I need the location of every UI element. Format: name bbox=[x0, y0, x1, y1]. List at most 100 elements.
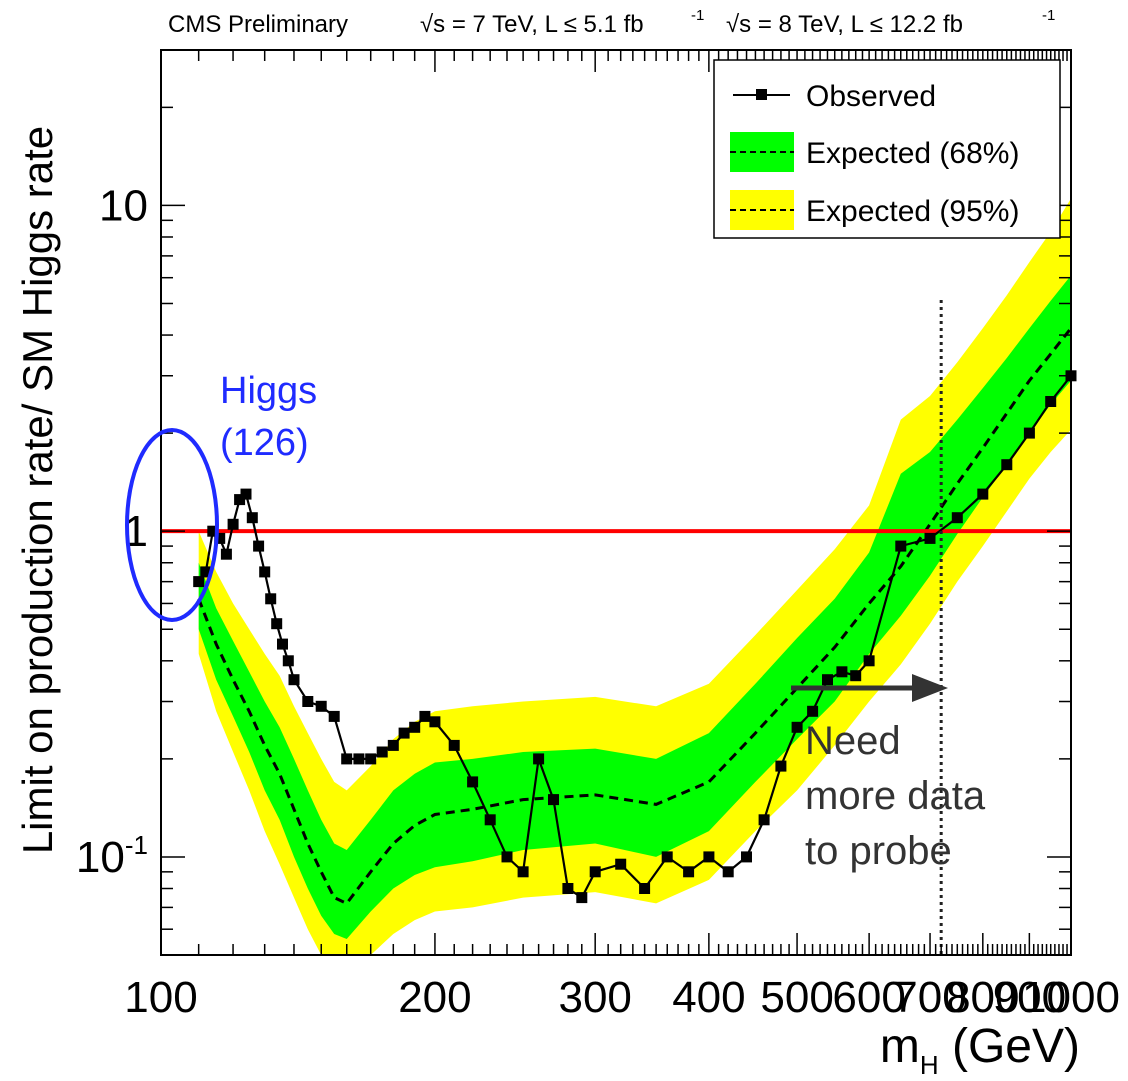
observed-point bbox=[836, 666, 848, 678]
observed-point bbox=[253, 540, 265, 552]
observed-point bbox=[288, 674, 300, 686]
observed-point bbox=[863, 655, 875, 667]
observed-point bbox=[639, 883, 651, 894]
y-tick-label: 10-1 bbox=[76, 830, 148, 882]
header-experiment: CMS Preliminary bbox=[168, 11, 348, 38]
observed-point bbox=[240, 488, 252, 500]
legend-observed-label: Observed bbox=[806, 80, 936, 113]
observed-point bbox=[741, 851, 752, 863]
observed-point bbox=[589, 866, 601, 878]
observed-series bbox=[193, 370, 1077, 904]
observed-point bbox=[271, 618, 283, 630]
observed-point bbox=[615, 858, 627, 870]
x-axis-label-symbol: m bbox=[880, 1020, 920, 1073]
x-tick-label: 800 bbox=[946, 973, 1019, 1022]
axis-ticks bbox=[160, 49, 1072, 956]
header-energy-2-superscript: -1 bbox=[1042, 7, 1055, 24]
observed-point bbox=[977, 488, 989, 500]
observed-point bbox=[661, 851, 673, 863]
x-tick-label: 700 bbox=[893, 973, 966, 1022]
legend-95-label: Expected (95%) bbox=[806, 195, 1019, 228]
expected-median-line bbox=[197, 327, 1073, 906]
x-axis-label: mH (GeV) bbox=[880, 1020, 1080, 1080]
observed-point bbox=[259, 566, 271, 578]
observed-point bbox=[214, 532, 226, 544]
legend-observed-marker bbox=[756, 89, 767, 100]
observed-point bbox=[576, 892, 588, 904]
x-axis-label-unit: (GeV) bbox=[939, 1020, 1080, 1073]
x-tick-label: 1000 bbox=[1022, 973, 1120, 1022]
observed-point bbox=[807, 705, 819, 717]
higgs-circle bbox=[125, 428, 219, 622]
observed-point bbox=[315, 700, 327, 712]
observed-point bbox=[517, 866, 529, 878]
x-tick-label: 300 bbox=[558, 973, 631, 1022]
observed-point bbox=[533, 753, 545, 765]
higgs-label-line1: Higgs bbox=[220, 370, 317, 412]
observed-point bbox=[722, 866, 734, 878]
observed-point bbox=[683, 866, 695, 878]
x-tick-label: 500 bbox=[760, 973, 833, 1022]
observed-point bbox=[387, 739, 399, 751]
expected-median-series bbox=[197, 327, 1073, 906]
observed-point bbox=[419, 710, 431, 722]
x-tick-label: 400 bbox=[672, 973, 745, 1022]
observed-point bbox=[409, 721, 421, 733]
x-axis-label-subscript: H bbox=[920, 1050, 939, 1080]
observed-point bbox=[484, 814, 496, 826]
observed-point bbox=[703, 851, 715, 863]
higgs-label-line2: (126) bbox=[220, 422, 309, 464]
need-more-data-line2: more data bbox=[805, 774, 986, 818]
plot-frame bbox=[160, 49, 1072, 956]
x-tick-label: 600 bbox=[832, 973, 905, 1022]
observed-point bbox=[951, 512, 963, 524]
observed-point bbox=[895, 540, 907, 552]
observed-point bbox=[200, 566, 212, 578]
expected-95-band bbox=[198, 198, 1071, 955]
y-axis-label: Limit on production rate/ SM Higgs rate bbox=[14, 126, 61, 854]
observed-point bbox=[398, 727, 410, 739]
observed-point bbox=[302, 696, 314, 707]
observed-point bbox=[850, 670, 862, 682]
observed-point bbox=[234, 494, 246, 506]
observed-point bbox=[341, 753, 353, 765]
observed-point bbox=[193, 576, 205, 588]
observed-point bbox=[562, 883, 574, 894]
observed-point bbox=[448, 739, 460, 751]
observed-point bbox=[822, 674, 833, 686]
observed-point bbox=[1001, 459, 1013, 471]
observed-point bbox=[775, 760, 787, 772]
band-68-area bbox=[198, 275, 1071, 939]
band-95-area bbox=[198, 198, 1071, 955]
observed-point bbox=[365, 753, 377, 765]
observed-point bbox=[758, 814, 770, 826]
observed-point bbox=[207, 525, 219, 537]
observed-point bbox=[924, 532, 936, 544]
observed-point bbox=[501, 851, 513, 863]
header-energy-1: √s = 7 TeV, L ≤ 5.1 fb bbox=[420, 11, 644, 38]
x-tick-label: 200 bbox=[398, 973, 471, 1022]
observed-point bbox=[227, 518, 239, 530]
observed-point bbox=[1023, 427, 1035, 439]
observed-point bbox=[1045, 396, 1057, 407]
observed-point bbox=[328, 710, 340, 722]
observed-point bbox=[277, 638, 288, 650]
x-tick-label: 100 bbox=[124, 973, 197, 1022]
svg-text:mH (GeV): mH (GeV) bbox=[880, 1020, 1080, 1080]
observed-point bbox=[282, 655, 294, 667]
need-more-data-line3: to probe bbox=[805, 829, 952, 873]
observed-point bbox=[376, 746, 388, 758]
y-tick-label: 10 bbox=[99, 181, 148, 230]
observed-point bbox=[353, 753, 365, 765]
observed-point bbox=[467, 776, 479, 788]
x-tick-label: 900 bbox=[993, 973, 1066, 1022]
legend: Observed Expected (68%) Expected (95%) bbox=[713, 59, 1061, 239]
legend-68-label: Expected (68%) bbox=[806, 137, 1019, 170]
observed-point bbox=[246, 512, 258, 524]
arrow-head-icon bbox=[912, 674, 948, 702]
observed-point bbox=[265, 593, 277, 605]
need-more-data-line1: Need bbox=[805, 719, 901, 763]
